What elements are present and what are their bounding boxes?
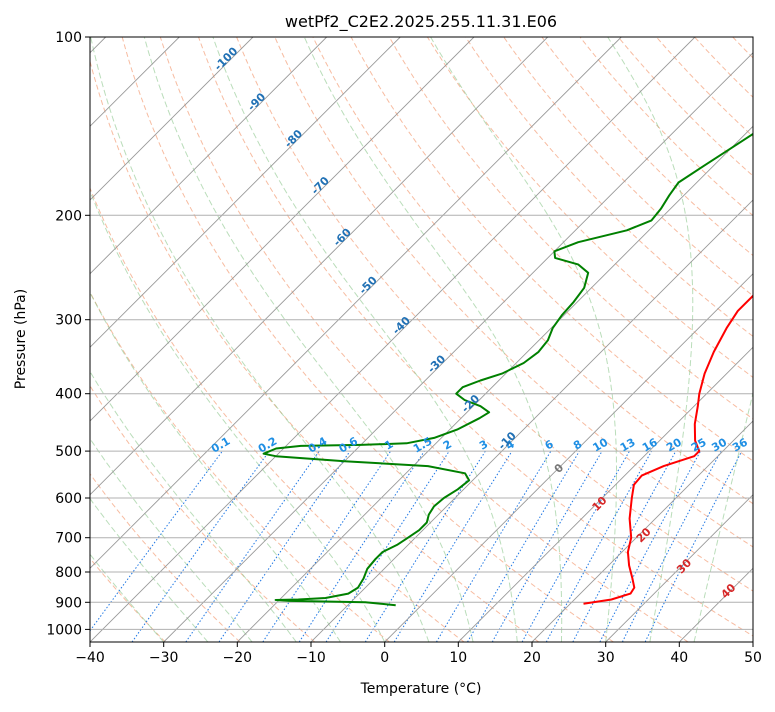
y-tick-label: 500 — [55, 444, 82, 460]
x-tick-label: 10 — [449, 650, 467, 666]
x-tick-label: −40 — [75, 650, 105, 666]
y-tick-label: 600 — [55, 491, 82, 507]
y-tick-label: 700 — [55, 531, 82, 547]
x-tick-label: 30 — [597, 650, 615, 666]
x-tick-label: 50 — [744, 650, 762, 666]
y-tick-label: 300 — [55, 313, 82, 329]
y-tick-label: 900 — [55, 595, 82, 611]
y-axis-label: Pressure (hPa) — [13, 289, 29, 389]
y-tick-label: 200 — [55, 208, 82, 224]
x-tick-label: −30 — [149, 650, 179, 666]
x-tick-label: 0 — [380, 650, 389, 666]
y-tick-label: 800 — [55, 565, 82, 581]
y-tick-label: 100 — [55, 30, 82, 46]
x-axis-label: Temperature (°C) — [360, 681, 482, 697]
x-tick-label: −20 — [223, 650, 253, 666]
chart-title: wetPf2_C2E2.2025.255.11.31.E06 — [285, 12, 557, 32]
y-tick-label: 1000 — [46, 622, 82, 638]
y-tick-label: 400 — [55, 387, 82, 403]
x-tick-label: 40 — [670, 650, 688, 666]
x-tick-label: 20 — [523, 650, 541, 666]
x-tick-label: −10 — [296, 650, 326, 666]
